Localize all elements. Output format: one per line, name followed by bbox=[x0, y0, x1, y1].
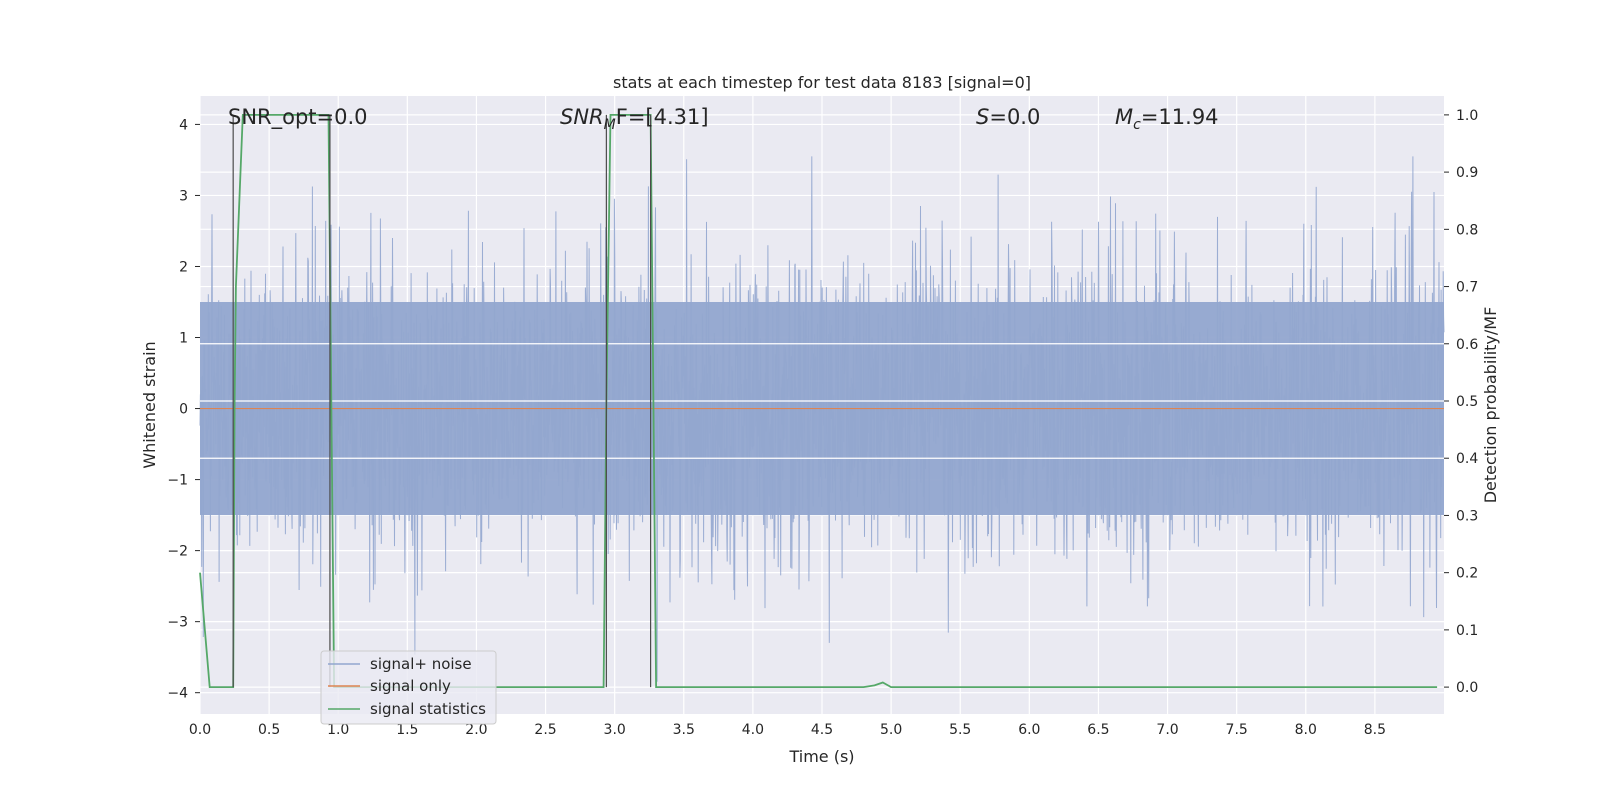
y-tick-label: 4 bbox=[179, 117, 188, 133]
line-signal-statistics bbox=[199, 114, 1438, 688]
x-tick-label: 2.5 bbox=[534, 722, 556, 738]
y-tick-label: −3 bbox=[167, 615, 188, 631]
x-tick-label: 8.0 bbox=[1295, 722, 1317, 738]
annotation-mc: Mc=11.94 bbox=[1115, 105, 1219, 133]
y2-tick-label: 0.0 bbox=[1456, 680, 1478, 696]
annotation-snr-mf: SNRMF=[4.31] bbox=[560, 105, 709, 133]
y2-tick-label: 1.0 bbox=[1456, 108, 1478, 124]
y2-axis-label: Detection probability/MF bbox=[1481, 307, 1500, 504]
y-tick-label: −1 bbox=[167, 473, 188, 489]
x-tick-label: 7.5 bbox=[1226, 722, 1248, 738]
y2-tick-label: 0.1 bbox=[1456, 623, 1478, 639]
y-tick-label: −2 bbox=[167, 544, 188, 560]
x-axis-ticks: 0.0 0.5 1.0 1.5 2.0 2.5 3.0 3.5 4.0 4.5 5.0 5.5 6.0 6… bbox=[189, 722, 1386, 738]
x-tick-label: 3.5 bbox=[673, 722, 695, 738]
y-axis-label: Whitened strain bbox=[140, 341, 159, 468]
annotation-mc-rest: =11.94 bbox=[1141, 105, 1219, 129]
legend: signal+ noise signal only signal statist… bbox=[320, 650, 497, 725]
annotation-snr-opt: SNR_opt=0.0 bbox=[228, 105, 368, 130]
annotation-s: S=0.0 bbox=[976, 105, 1040, 129]
x-tick-label: 6.0 bbox=[1018, 722, 1040, 738]
x-tick-label: 5.0 bbox=[880, 722, 902, 738]
y2-tick-label: 0.9 bbox=[1456, 165, 1478, 181]
y-tick-label: 2 bbox=[179, 259, 188, 275]
y-tick-label: 1 bbox=[179, 331, 188, 347]
y2-tick-label: 0.8 bbox=[1456, 222, 1478, 238]
annotation-snr-mf-sub: M bbox=[604, 117, 616, 133]
y2-tick-label: 0.6 bbox=[1456, 337, 1478, 353]
y2-axis-ticks: 1.0 0.9 0.8 0.7 0.6 0.5 0.4 0.3 0.2 0.1 0.0 bbox=[1444, 108, 1478, 696]
legend-label-signal-plus-noise: signal+ noise bbox=[370, 655, 472, 673]
y-axis-ticks: 4 3 2 1 0 −1 −2 −3 −4 bbox=[167, 117, 200, 702]
x-tick-label: 8.5 bbox=[1364, 722, 1386, 738]
y2-tick-label: 0.7 bbox=[1456, 280, 1478, 296]
x-tick-label: 2.0 bbox=[465, 722, 487, 738]
annotation-snr-mf-main: SNR bbox=[560, 105, 604, 129]
y2-tick-label: 0.2 bbox=[1456, 566, 1478, 582]
plot-area bbox=[199, 96, 1445, 714]
annotation-snr-mf-rest: F=[4.31] bbox=[616, 105, 709, 129]
annotations: SNR_opt=0.0 SNRMF=[4.31] S=0.0 Mc=11.94 bbox=[228, 105, 1219, 133]
x-tick-label: 4.5 bbox=[811, 722, 833, 738]
y-tick-label: 3 bbox=[179, 188, 188, 204]
x-axis-label: Time (s) bbox=[788, 747, 854, 766]
legend-label-signal-only: signal only bbox=[370, 677, 451, 695]
x-tick-label: 0.0 bbox=[189, 722, 211, 738]
x-tick-label: 4.0 bbox=[742, 722, 764, 738]
chart-title: stats at each timestep for test data 818… bbox=[613, 73, 1031, 92]
x-tick-label: 3.0 bbox=[604, 722, 626, 738]
x-tick-label: 5.5 bbox=[949, 722, 971, 738]
y-tick-label: −4 bbox=[167, 686, 188, 702]
x-tick-label: 7.0 bbox=[1156, 722, 1178, 738]
x-tick-label: 1.0 bbox=[327, 722, 349, 738]
x-tick-label: 1.5 bbox=[396, 722, 418, 738]
y2-tick-label: 0.5 bbox=[1456, 394, 1478, 410]
series-signal-statistics bbox=[199, 114, 1438, 688]
annotation-s-main: S bbox=[976, 105, 989, 129]
y2-tick-label: 0.3 bbox=[1456, 508, 1478, 524]
legend-label-signal-statistics: signal statistics bbox=[370, 700, 486, 718]
legend-box bbox=[320, 650, 497, 725]
annotation-mc-main: M bbox=[1115, 105, 1133, 129]
annotation-s-rest: =0.0 bbox=[989, 105, 1040, 129]
x-tick-label: 6.5 bbox=[1087, 722, 1109, 738]
y-tick-label: 0 bbox=[179, 402, 188, 418]
x-tick-label: 0.5 bbox=[258, 722, 280, 738]
y2-tick-label: 0.4 bbox=[1456, 451, 1478, 467]
annotation-mc-sub: c bbox=[1133, 117, 1141, 133]
